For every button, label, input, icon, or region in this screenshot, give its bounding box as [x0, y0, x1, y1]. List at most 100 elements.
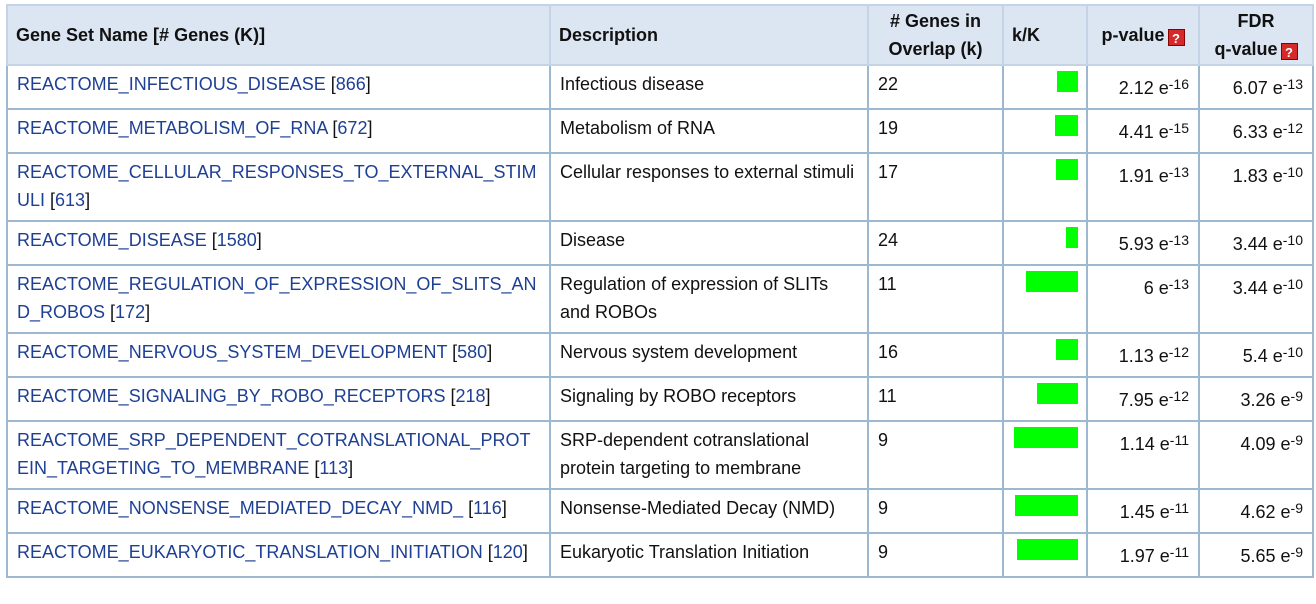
qvalue-exponent: -10: [1282, 276, 1303, 292]
overlap-cell: 9: [867, 420, 1004, 490]
pvalue-mantissa: 1.97 e: [1119, 546, 1170, 566]
gene-count-link[interactable]: 113: [319, 458, 349, 478]
kK-bar: [1057, 71, 1078, 92]
header-overlap: # Genes in Overlap (k): [867, 4, 1004, 66]
gene-count-link[interactable]: 613: [55, 190, 86, 210]
qvalue-cell: 3.44 e-10: [1198, 264, 1314, 334]
gene-set-cell: REACTOME_METABOLISM_OF_RNA [672]: [6, 108, 551, 154]
table-row: REACTOME_EUKARYOTIC_TRANSLATION_INITIATI…: [6, 532, 1314, 578]
pvalue-exponent: -16: [1168, 76, 1189, 92]
header-kK: k/K: [1002, 4, 1088, 66]
pvalue-mantissa: 1.45 e: [1119, 502, 1170, 522]
pvalue-mantissa: 2.12 e: [1118, 78, 1169, 98]
overlap-cell: 17: [867, 152, 1004, 222]
gene-count-link[interactable]: 866: [335, 74, 366, 94]
description-cell: SRP-dependent cotranslational protein ta…: [549, 420, 869, 490]
pvalue-exponent: -13: [1168, 232, 1189, 248]
table-row: REACTOME_METABOLISM_OF_RNA [672] Metaboli…: [6, 108, 1314, 154]
qvalue-mantissa: 4.62 e: [1240, 502, 1291, 522]
kK-bar: [1015, 495, 1078, 516]
pvalue-mantissa: 1.14 e: [1119, 434, 1170, 454]
qvalue-mantissa: 6.33 e: [1232, 122, 1283, 142]
gene-set-link[interactable]: REACTOME_SRP_DEPENDENT_COTRANSLATIONAL_P…: [17, 430, 531, 478]
qvalue-cell: 6.07 e-13: [1198, 64, 1314, 110]
header-fdr: FDR q-value?: [1198, 4, 1314, 66]
pvalue-mantissa: 1.13 e: [1118, 346, 1169, 366]
kK-bar: [1055, 115, 1078, 136]
kK-cell: [1002, 264, 1088, 334]
pvalue-cell: 4.41 e-15: [1086, 108, 1200, 154]
gene-set-cell: REACTOME_NERVOUS_SYSTEM_DEVELOPMENT [580…: [6, 332, 551, 378]
header-pvalue-label: p-value: [1101, 25, 1165, 45]
description-cell: Disease: [549, 220, 869, 266]
gene-set-cell: REACTOME_REGULATION_OF_EXPRESSION_OF_SLI…: [6, 264, 551, 334]
gene-count-link[interactable]: 120: [492, 542, 523, 562]
qvalue-mantissa: 3.44 e: [1232, 234, 1283, 254]
gene-set-link[interactable]: REACTOME_REGULATION_OF_EXPRESSION_OF_SLI…: [17, 274, 537, 322]
help-icon[interactable]: ?: [1280, 43, 1298, 60]
description-cell: Cellular responses to external stimuli: [549, 152, 869, 222]
pvalue-cell: 5.93 e-13: [1086, 220, 1200, 266]
header-pvalue: p-value?: [1086, 4, 1200, 66]
qvalue-mantissa: 3.44 e: [1232, 278, 1283, 298]
gene-set-link[interactable]: REACTOME_NONSENSE_MEDIATED_DECAY_NMD_: [17, 498, 464, 518]
qvalue-cell: 1.83 e-10: [1198, 152, 1314, 222]
table-row: REACTOME_CELLULAR_RESPONSES_TO_EXTERNAL_…: [6, 152, 1314, 222]
gene-set-cell: REACTOME_SIGNALING_BY_ROBO_RECEPTORS [21…: [6, 376, 551, 422]
header-fdr-line1: FDR: [1237, 11, 1275, 31]
gene-set-cell: REACTOME_EUKARYOTIC_TRANSLATION_INITIATI…: [6, 532, 551, 578]
qvalue-exponent: -10: [1282, 232, 1303, 248]
qvalue-exponent: -13: [1282, 76, 1303, 92]
overlap-cell: 11: [867, 376, 1004, 422]
qvalue-mantissa: 5.4 e: [1242, 346, 1283, 366]
gene-count-link[interactable]: 1580: [216, 230, 257, 250]
kK-cell: [1002, 64, 1088, 110]
pvalue-cell: 1.45 e-11: [1086, 488, 1200, 534]
pvalue-mantissa: 4.41 e: [1118, 122, 1169, 142]
qvalue-mantissa: 6.07 e: [1232, 78, 1283, 98]
table-row: REACTOME_INFECTIOUS_DISEASE [866] Infecti…: [6, 64, 1314, 110]
gene-set-link[interactable]: REACTOME_CELLULAR_RESPONSES_TO_EXTERNAL_…: [17, 162, 537, 210]
gene-count-link[interactable]: 172: [115, 302, 146, 322]
gene-count-link[interactable]: 116: [473, 498, 502, 518]
kK-bar: [1014, 427, 1078, 448]
pvalue-exponent: -11: [1169, 500, 1189, 516]
kK-cell: [1002, 108, 1088, 154]
help-icon[interactable]: ?: [1167, 29, 1185, 46]
pvalue-cell: 6 e-13: [1086, 264, 1200, 334]
qvalue-cell: 5.65 e-9: [1198, 532, 1314, 578]
overlap-cell: 24: [867, 220, 1004, 266]
header-description: Description: [549, 4, 869, 66]
pvalue-mantissa: 5.93 e: [1118, 234, 1169, 254]
qvalue-cell: 4.62 e-9: [1198, 488, 1314, 534]
gene-set-link[interactable]: REACTOME_DISEASE: [17, 230, 207, 250]
qvalue-exponent: -12: [1282, 120, 1303, 136]
overlap-cell: 19: [867, 108, 1004, 154]
gene-set-link[interactable]: REACTOME_METABOLISM_OF_RNA: [17, 118, 328, 138]
table-row: REACTOME_REGULATION_OF_EXPRESSION_OF_SLI…: [6, 264, 1314, 334]
kK-cell: [1002, 488, 1088, 534]
kK-bar: [1056, 339, 1078, 360]
table-row: REACTOME_SRP_DEPENDENT_COTRANSLATIONAL_P…: [6, 420, 1314, 490]
overlap-cell: 9: [867, 488, 1004, 534]
gene-set-link[interactable]: REACTOME_NERVOUS_SYSTEM_DEVELOPMENT: [17, 342, 448, 362]
pvalue-cell: 7.95 e-12: [1086, 376, 1200, 422]
pvalue-mantissa: 1.91 e: [1118, 166, 1169, 186]
gene-set-link[interactable]: REACTOME_INFECTIOUS_DISEASE: [17, 74, 326, 94]
qvalue-exponent: -9: [1290, 500, 1303, 516]
gene-set-cell: REACTOME_NONSENSE_MEDIATED_DECAY_NMD_ [1…: [6, 488, 551, 534]
gene-set-link[interactable]: REACTOME_EUKARYOTIC_TRANSLATION_INITIATI…: [17, 542, 483, 562]
gene-count-link[interactable]: 672: [337, 118, 368, 138]
description-cell: Infectious disease: [549, 64, 869, 110]
pvalue-exponent: -12: [1168, 388, 1189, 404]
gene-count-link[interactable]: 580: [457, 342, 488, 362]
gene-set-link[interactable]: REACTOME_SIGNALING_BY_ROBO_RECEPTORS: [17, 386, 446, 406]
header-overlap-line1: # Genes in: [889, 11, 982, 31]
gene-set-cell: REACTOME_CELLULAR_RESPONSES_TO_EXTERNAL_…: [6, 152, 551, 222]
gene-count-link[interactable]: 218: [455, 386, 486, 406]
gene-set-cell: REACTOME_DISEASE [1580]: [6, 220, 551, 266]
kK-bar: [1056, 159, 1078, 180]
qvalue-cell: 4.09 e-9: [1198, 420, 1314, 490]
qvalue-cell: 5.4 e-10: [1198, 332, 1314, 378]
qvalue-exponent: -9: [1290, 388, 1303, 404]
